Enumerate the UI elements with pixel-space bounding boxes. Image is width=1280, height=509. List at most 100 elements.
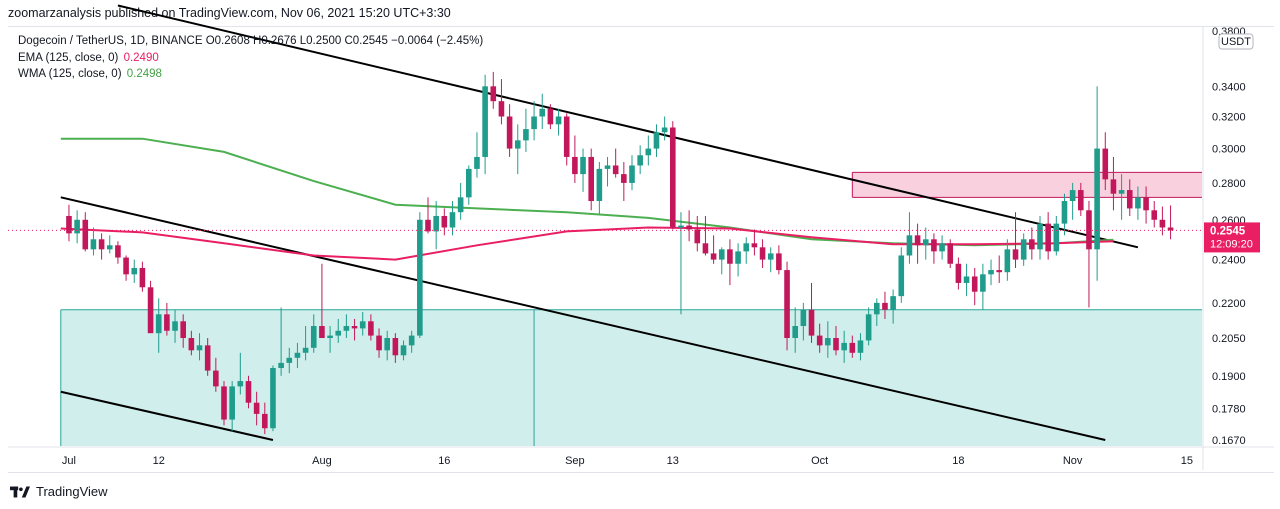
candle xyxy=(694,215,701,252)
candle xyxy=(767,247,774,273)
candle-body xyxy=(1143,197,1149,211)
candle-body xyxy=(874,302,880,315)
ema-row[interactable]: EMA (125, close, 0) 0.2490 xyxy=(18,50,483,67)
candle xyxy=(922,227,929,260)
candle xyxy=(1004,239,1011,281)
time-tick-label: 15 xyxy=(1181,455,1193,467)
candle xyxy=(155,298,162,353)
candle-body xyxy=(1045,223,1051,252)
candle-body xyxy=(1053,223,1060,252)
candle xyxy=(914,223,921,264)
candle-body xyxy=(262,413,268,429)
price-axis[interactable]: 0.38000.34000.32000.30000.28000.26000.24… xyxy=(1202,26,1260,470)
price-tick-label: 0.1670 xyxy=(1212,435,1246,447)
candle-body xyxy=(1094,148,1100,250)
candle xyxy=(1135,186,1141,220)
candle xyxy=(971,267,978,306)
candle xyxy=(106,235,113,254)
candle xyxy=(123,255,129,281)
candle xyxy=(825,321,831,358)
candle xyxy=(498,79,505,125)
candle xyxy=(1045,212,1051,260)
candle xyxy=(588,148,594,211)
candle-body xyxy=(939,243,945,252)
candle xyxy=(310,314,317,353)
symbol-row[interactable]: Dogecoin / TetherUS, 1D, BINANCE O0.2608… xyxy=(18,33,483,50)
ema-value: 0.2490 xyxy=(123,51,159,64)
candle-body xyxy=(882,302,888,310)
candle-body xyxy=(727,249,733,264)
time-axis[interactable]: Jul12Aug16Sep13Oct18Nov15Dec xyxy=(8,446,1280,467)
candle-body xyxy=(1126,190,1133,209)
candle-body xyxy=(204,345,211,371)
candle xyxy=(131,259,138,283)
candle-body xyxy=(555,116,562,125)
candle-body xyxy=(278,362,284,369)
footer-brand[interactable]: TradingView xyxy=(10,484,108,499)
wma-row[interactable]: WMA (125, close, 0) 0.2498 xyxy=(18,66,483,83)
candle xyxy=(359,312,366,336)
candle xyxy=(1167,205,1174,240)
candle-body xyxy=(767,253,774,260)
candle xyxy=(580,148,586,192)
candle-body xyxy=(466,168,472,198)
candle-body xyxy=(457,197,464,213)
candle xyxy=(204,338,211,376)
candle-body xyxy=(849,342,856,353)
candle-body xyxy=(988,270,994,275)
candle xyxy=(718,247,725,275)
candle-body xyxy=(670,127,676,228)
candle-body xyxy=(351,326,358,329)
candle xyxy=(776,245,782,275)
candle xyxy=(278,307,284,376)
candle xyxy=(874,298,880,327)
candle xyxy=(1012,212,1019,268)
candle xyxy=(963,263,970,297)
candle-body xyxy=(735,251,741,264)
chart-frame xyxy=(8,26,1274,473)
candle-body xyxy=(433,215,439,232)
candle xyxy=(980,263,986,310)
candle xyxy=(1086,201,1092,308)
price-tick-label: 0.2400 xyxy=(1212,255,1246,267)
candle-body xyxy=(1102,148,1109,180)
candle xyxy=(351,318,358,341)
candle-body xyxy=(90,239,97,250)
price-tick-label: 0.1780 xyxy=(1212,403,1246,415)
candle xyxy=(686,210,692,242)
candle-body xyxy=(971,276,978,292)
candle-body xyxy=(359,321,366,329)
candle xyxy=(408,330,415,353)
candle xyxy=(474,132,480,178)
candle xyxy=(213,357,219,392)
candle xyxy=(425,197,431,234)
candle xyxy=(139,261,146,292)
candle xyxy=(74,210,80,244)
candle xyxy=(1053,215,1060,256)
time-tick-label: 12 xyxy=(153,455,165,467)
candle-body xyxy=(629,165,635,183)
candle-body xyxy=(604,165,611,169)
candle xyxy=(523,108,529,152)
candle xyxy=(1143,186,1149,224)
candle-body xyxy=(1012,249,1019,260)
candle-body xyxy=(408,335,415,346)
candle xyxy=(939,235,945,260)
candle xyxy=(262,402,268,435)
currency-label: USDT xyxy=(1221,36,1251,48)
trendlines-layer xyxy=(60,4,1139,441)
candle xyxy=(572,135,578,183)
last-price-label: 0.2545 xyxy=(1210,225,1246,237)
candle xyxy=(1159,206,1166,236)
candle xyxy=(82,212,89,252)
candle-body xyxy=(1151,210,1158,220)
candle xyxy=(857,333,864,361)
price-tick-label: 0.1900 xyxy=(1212,371,1246,383)
candle xyxy=(302,326,309,361)
candle xyxy=(376,328,382,358)
candle xyxy=(865,307,872,346)
candle-body xyxy=(523,129,529,141)
candle-body xyxy=(702,243,709,254)
candle-body xyxy=(131,267,138,275)
